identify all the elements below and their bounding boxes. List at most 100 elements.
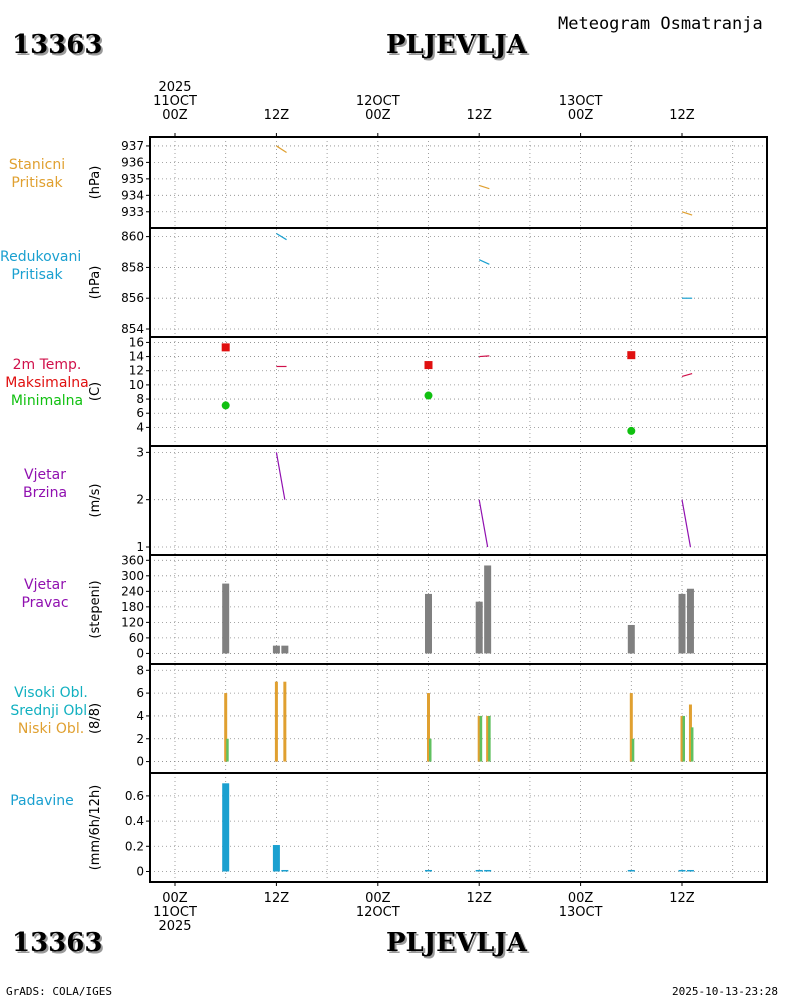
bottom-time-label: 00Z <box>162 891 188 906</box>
max-temp-marker <box>627 351 636 360</box>
station-id-bottom: 13363 <box>12 928 103 958</box>
y-tick-label: 8 <box>136 663 144 677</box>
mid-cloud-bar <box>429 738 432 762</box>
y-tick-label: 858 <box>121 260 144 274</box>
unit-label-pressure: (hPa) <box>88 166 103 200</box>
y-tick-label: 934 <box>121 188 144 202</box>
y-tick-label: 936 <box>121 155 144 169</box>
credit-text: GrADS: COLA/IGES <box>6 985 112 998</box>
precip-label-line1: Padavine <box>10 793 74 809</box>
meteogram-title: Meteogram Osmatranja <box>558 14 763 34</box>
bottom-time-label: 12Z <box>264 891 290 906</box>
station-name-top: PLJEVLJA <box>386 30 527 60</box>
y-tick-label: 0.2 <box>125 839 144 853</box>
bottom-time-label: 12OCT <box>356 905 400 920</box>
precipitation-bar <box>678 869 686 872</box>
y-tick-label: 16 <box>129 335 144 349</box>
max-temp-marker <box>424 361 433 370</box>
mid-cloud-bar <box>631 738 635 762</box>
wind-direction-bar <box>686 588 694 654</box>
temperature-label: 2m Temp. Maksimalna Minimalna <box>0 356 94 410</box>
y-tick-label: 6 <box>136 686 144 700</box>
y-tick-label: 2 <box>136 732 144 746</box>
reduced-pressure-segment <box>478 259 490 265</box>
y-tick-label: 360 <box>121 553 144 567</box>
bottom-time-label: 00Z <box>365 891 391 906</box>
low-cloud-bar <box>486 715 490 762</box>
wind-direction-label: Vjetar Pravac <box>0 576 90 612</box>
bottom-time-label: 13OCT <box>559 905 603 920</box>
precipitation-bar <box>281 869 289 872</box>
y-tick-label: 854 <box>121 322 144 336</box>
reduced-pressure-label: Redukovani Pritisak <box>0 248 82 284</box>
temperature-segment <box>479 355 490 358</box>
y-tick-label: 0 <box>136 646 144 660</box>
wind-direction-bar <box>475 601 483 654</box>
precipitation-bar <box>475 869 483 872</box>
panel-frame <box>149 445 768 556</box>
low-cloud-bar <box>274 681 278 762</box>
top-time-label: 12Z <box>466 108 492 123</box>
bottom-time-label: 12Z <box>669 891 695 906</box>
precipitation-bar <box>484 869 492 872</box>
precipitation-bar <box>272 845 280 872</box>
low-cloud-bar <box>477 715 481 762</box>
y-tick-label: 4 <box>136 420 144 434</box>
clouds-label: Visoki Obl. Srednji Obl. Niski Obl. <box>0 684 102 738</box>
mid-cloud-bar <box>488 715 491 762</box>
y-tick-label: 6 <box>136 406 144 420</box>
pressure-label-line1: Stanicni <box>8 157 66 173</box>
y-tick-label: 860 <box>121 230 144 244</box>
station-pressure-segment <box>276 145 287 154</box>
unit-label-precip: (mm/6h/12h) <box>88 785 103 871</box>
panel-frame <box>149 663 768 774</box>
wind-speed-label: Vjetar Brzina <box>0 466 90 502</box>
precipitation-bar <box>686 869 694 872</box>
panel-frame <box>149 554 768 665</box>
wind-direction-bar <box>272 645 280 654</box>
y-tick-label: 8 <box>136 392 144 406</box>
bottom-time-label: 2025 <box>158 919 191 934</box>
wind-direction-bar <box>425 593 432 654</box>
precipitation-bar <box>222 783 230 872</box>
wind-dir-label-line1: Vjetar <box>24 577 66 593</box>
unit-label-wind_dir: (stepeni) <box>88 580 103 638</box>
pressure-label-line2: Pritisak <box>11 175 63 191</box>
min-temp-marker <box>627 426 636 435</box>
unit-label-reduced: (hPa) <box>88 266 103 300</box>
y-tick-label: 240 <box>121 584 144 598</box>
top-time-label: 2025 <box>158 80 191 95</box>
bottom-time-label: 11OCT <box>153 905 197 920</box>
y-tick-label: 933 <box>121 205 144 219</box>
low-cloud-bar <box>224 693 228 762</box>
y-tick-label: 1 <box>136 540 144 554</box>
max-temp-marker <box>221 343 230 352</box>
y-tick-label: 180 <box>121 600 144 614</box>
precipitation-bar <box>425 869 432 872</box>
station-name-bottom: PLJEVLJA <box>386 928 527 958</box>
reduced-pressure-segment <box>276 233 287 241</box>
reduced-label-line1: Redukovani <box>0 249 82 265</box>
temp-label-line2: Maksimalna <box>5 375 89 391</box>
wind-direction-bar <box>627 624 635 654</box>
y-tick-label: 2 <box>136 493 144 507</box>
bottom-time-label: 12Z <box>466 891 492 906</box>
y-tick-label: 937 <box>121 139 144 153</box>
y-tick-label: 4 <box>136 709 144 723</box>
min-temp-marker <box>221 401 230 410</box>
station-pressure-segment <box>681 211 693 216</box>
panel-frame <box>149 772 768 883</box>
station-id-top: 13363 <box>12 30 103 60</box>
precipitation-bar <box>627 869 635 872</box>
y-tick-label: 120 <box>121 615 144 629</box>
y-tick-label: 3 <box>136 445 144 459</box>
wind-speed-label-line2: Brzina <box>22 485 68 501</box>
low-cloud-bar <box>680 715 684 762</box>
mid-cloud-bar <box>479 715 483 762</box>
bottom-time-label: 00Z <box>568 891 594 906</box>
y-tick-label: 935 <box>121 172 144 186</box>
mid-cloud-bar <box>682 715 685 762</box>
wind-speed-segment <box>478 499 489 548</box>
top-time-label: 00Z <box>365 108 391 123</box>
